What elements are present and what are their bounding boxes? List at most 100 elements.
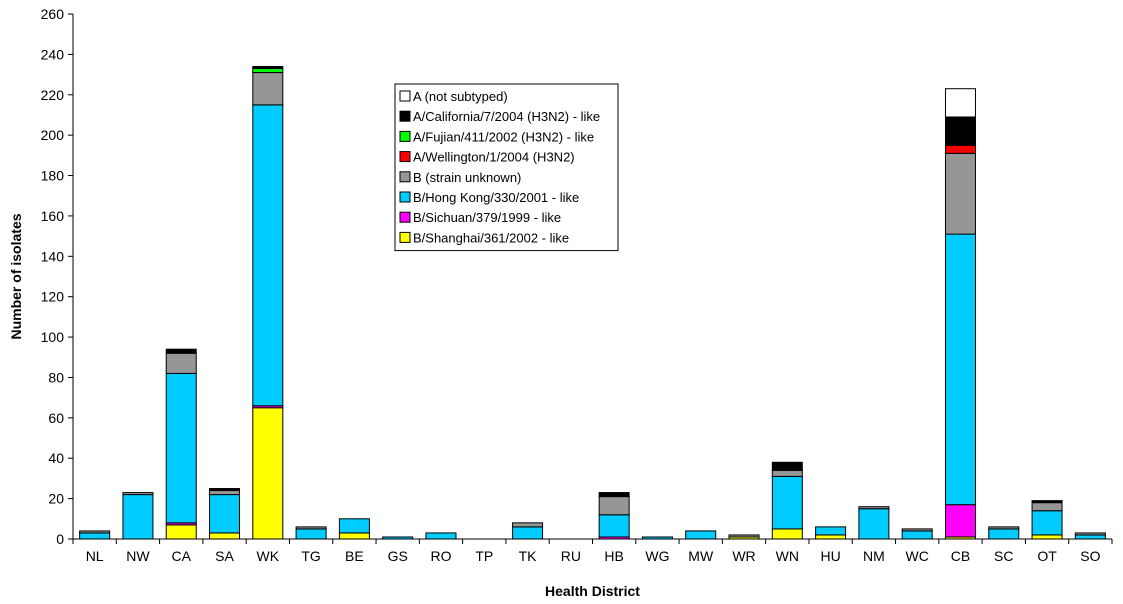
x-tick-label-nw: NW <box>126 548 150 564</box>
legend-swatch <box>399 90 411 102</box>
bar-segment-mw-s2 <box>685 530 717 540</box>
legend-item-label: B/Shanghai/361/2002 - like <box>413 230 569 245</box>
bar-segment-ot-s3 <box>1031 502 1063 512</box>
bar-segment-nl-s2 <box>79 532 111 540</box>
legend-item-label: A/California/7/2004 (H3N2) - like <box>413 109 600 124</box>
bar-segment-sa-s2 <box>209 494 241 534</box>
bar-segment-ro-s2 <box>425 532 457 540</box>
y-tick-label: 60 <box>48 410 64 426</box>
bar-segment-ot-s6 <box>1031 500 1063 504</box>
bar-segment-wk-s2 <box>252 104 284 407</box>
y-tick-label: 120 <box>41 289 65 305</box>
bars-group <box>79 66 1106 540</box>
legend-item-label: B/Hong Kong/330/2001 - like <box>413 190 579 205</box>
y-tick-label: 240 <box>41 46 65 62</box>
bar-segment-hb-s6 <box>598 492 630 498</box>
y-tick-label: 100 <box>41 329 65 345</box>
x-tick-label-ro: RO <box>430 548 451 564</box>
x-tick-label-hb: HB <box>604 548 623 564</box>
y-tick-label: 40 <box>48 450 64 466</box>
y-tick-label: 220 <box>41 87 65 103</box>
bar-segment-nl-s3 <box>79 530 111 534</box>
x-tick-label-tg: TG <box>301 548 320 564</box>
y-tick-label: 0 <box>56 531 64 547</box>
bar-segment-ot-s2 <box>1031 510 1063 536</box>
y-tick-label: 80 <box>48 369 64 385</box>
bar-segment-wc-s3 <box>901 528 933 532</box>
bar-segment-nm-s2 <box>858 508 890 540</box>
x-tick-label-ca: CA <box>172 548 192 564</box>
bar-segment-cb-s7 <box>944 88 976 118</box>
bar-segment-ca-s3 <box>165 352 197 374</box>
bar-segment-wc-s2 <box>901 530 933 540</box>
legend-item-label: A/Wellington/1/2004 (H3N2) <box>413 150 575 165</box>
x-tick-label-cb: CB <box>951 548 970 564</box>
bar-segment-ca-s0 <box>165 524 197 540</box>
x-tick-label-tk: TK <box>519 548 538 564</box>
x-tick-label-nl: NL <box>86 548 104 564</box>
bar-segment-wn-s3 <box>771 469 803 477</box>
x-tick-label-sa: SA <box>215 548 234 564</box>
y-tick-label: 140 <box>41 248 65 264</box>
bar-segment-wn-s2 <box>771 475 803 530</box>
bar-segment-cb-s2 <box>944 233 976 506</box>
bar-segment-wr-s3 <box>728 534 760 538</box>
legend-swatch <box>399 191 411 203</box>
bar-segment-nm-s3 <box>858 506 890 510</box>
bar-segment-be-s2 <box>338 518 370 534</box>
bar-segment-wk-s5 <box>252 68 284 74</box>
x-tick-label-wg: WG <box>645 548 669 564</box>
bar-segment-cb-s1 <box>944 504 976 538</box>
x-tick-label-ru: RU <box>561 548 581 564</box>
x-tick-label-mw: MW <box>688 548 714 564</box>
x-tick-label-gs: GS <box>388 548 408 564</box>
bar-segment-so-s2 <box>1074 534 1106 540</box>
x-tick-label-be: BE <box>345 548 364 564</box>
bar-segment-tk-s2 <box>512 526 544 540</box>
bar-segment-cb-s6 <box>944 116 976 146</box>
bar-segment-hb-s3 <box>598 496 630 516</box>
x-tick-label-wc: WC <box>906 548 929 564</box>
bar-segment-ot-s0 <box>1031 534 1063 540</box>
y-tick-label: 260 <box>41 6 65 22</box>
legend: A (not subtyped) A/California/7/2004 (H3N… <box>394 83 619 252</box>
bar-segment-hu-s2 <box>815 526 847 536</box>
bar-segment-hu-s0 <box>815 534 847 540</box>
legend-swatch <box>399 211 411 223</box>
bar-segment-tg-s3 <box>295 526 327 530</box>
legend-box <box>394 83 619 252</box>
y-axis-title: Number of isolates <box>8 213 24 339</box>
bar-segment-cb-s3 <box>944 152 976 235</box>
legend-swatch <box>399 130 411 142</box>
legend-swatch <box>399 171 411 183</box>
bar-segment-ca-s6 <box>165 348 197 354</box>
bar-segment-sc-s2 <box>988 528 1020 540</box>
legend-swatch <box>399 151 411 163</box>
x-tick-label-wn: WN <box>776 548 799 564</box>
bar-segment-nw-s3 <box>122 492 154 496</box>
bar-segment-wn-s0 <box>771 528 803 540</box>
y-tick-label: 160 <box>41 208 65 224</box>
x-tick-label-hu: HU <box>820 548 840 564</box>
bar-segment-wk-s0 <box>252 407 284 540</box>
legend-item-label: B/Sichuan/379/1999 - like <box>413 210 561 225</box>
x-tick-label-so: SO <box>1080 548 1100 564</box>
legend-item-label: A (not subtyped) <box>413 89 508 104</box>
bar-segment-sa-s6 <box>209 488 241 492</box>
bar-segment-nw-s2 <box>122 494 154 540</box>
legend-swatch <box>399 231 411 243</box>
x-tick-label-ot: OT <box>1037 548 1057 564</box>
bar-segment-tk-s3 <box>512 522 544 528</box>
bar-segment-cb-s4 <box>944 144 976 154</box>
bar-segment-ca-s2 <box>165 372 197 524</box>
bar-segment-sc-s3 <box>988 526 1020 530</box>
legend-item-label: B (strain unknown) <box>413 170 521 185</box>
bar-segment-hb-s2 <box>598 514 630 538</box>
legend-item-label: A/Fujian/411/2002 (H3N2) - like <box>413 129 594 144</box>
x-tick-label-nm: NM <box>863 548 885 564</box>
bar-segment-wk-s6 <box>252 66 284 70</box>
bar-segment-so-s3 <box>1074 532 1106 536</box>
y-tick-label: 200 <box>41 127 65 143</box>
bar-segment-wk-s3 <box>252 72 284 106</box>
